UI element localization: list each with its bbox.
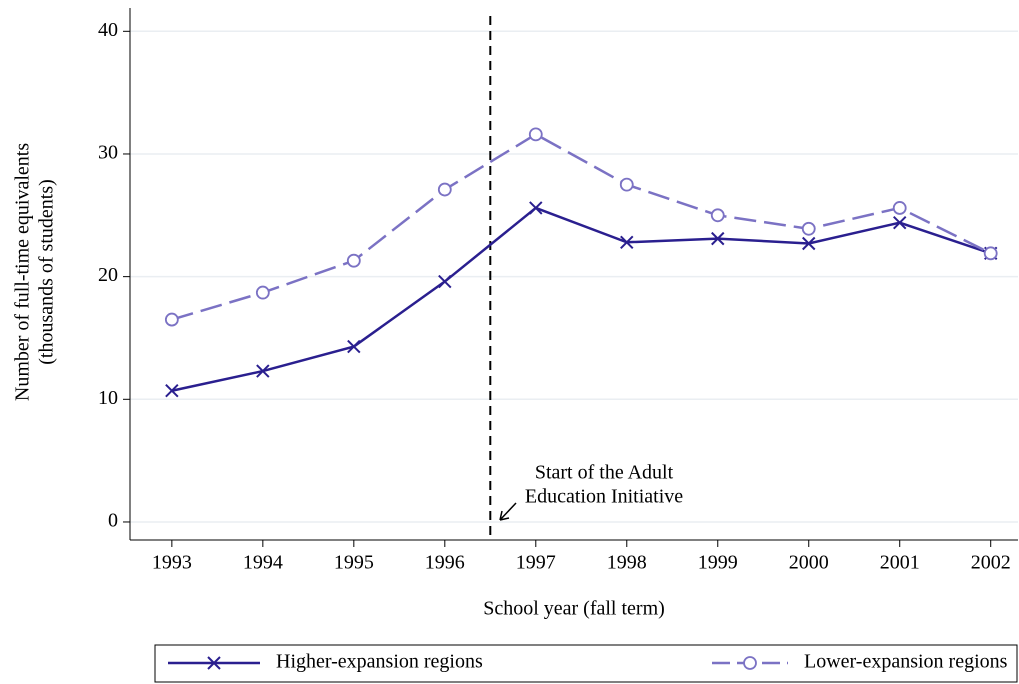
- y-tick-label: 40: [98, 19, 118, 41]
- legend-box: [154, 644, 1018, 683]
- annotation: Education Initiative: [525, 486, 683, 508]
- y-axis-label: Number of full-time equivalents (thousan…: [12, 143, 58, 401]
- marker-x: [207, 656, 221, 670]
- legend-label: Lower-expansion regions: [804, 651, 1008, 673]
- series-line: [171, 206, 992, 392]
- marker-circle: [801, 221, 816, 236]
- y-tick-label: 0: [108, 510, 118, 532]
- marker-circle: [528, 127, 543, 142]
- x-tick-label: 1993: [152, 552, 192, 574]
- marker-circle: [619, 177, 634, 192]
- y-axis-label-line: (thousands of students): [36, 179, 58, 365]
- marker-circle: [892, 201, 907, 215]
- x-tick-label: 2001: [880, 552, 920, 574]
- marker-x: [620, 235, 634, 249]
- marker-x: [711, 231, 725, 246]
- x-tick-label: 1995: [334, 552, 374, 574]
- marker-circle: [346, 253, 361, 268]
- marker-x: [347, 339, 361, 354]
- x-tick-label: 1999: [698, 552, 738, 574]
- marker-x: [529, 201, 543, 215]
- marker-circle: [983, 246, 998, 261]
- marker-circle: [710, 208, 725, 223]
- y-tick-label: 20: [98, 264, 118, 286]
- annotation-arrow: [499, 502, 517, 521]
- x-tick-label: 1996: [425, 552, 465, 574]
- marker-x: [165, 384, 179, 398]
- x-tick-label: 1994: [243, 552, 283, 574]
- marker-circle: [255, 285, 270, 300]
- marker-circle: [164, 312, 179, 327]
- y-tick-label: 10: [98, 387, 118, 409]
- x-tick-label: 2000: [789, 552, 829, 574]
- marker-x: [256, 364, 270, 378]
- legend-label: Higher-expansion regions: [276, 651, 483, 673]
- x-tick-label: 1998: [607, 552, 647, 574]
- y-tick-label: 30: [98, 142, 118, 164]
- x-axis-label: School year (fall term): [483, 598, 665, 620]
- marker-x: [438, 274, 452, 289]
- y-axis-label-line: Number of full-time equivalents: [12, 143, 34, 401]
- marker-circle: [743, 656, 757, 670]
- series-line: [171, 132, 992, 321]
- annotation: Start of the Adult: [535, 462, 674, 484]
- marker-circle: [437, 182, 452, 197]
- x-tick-label: 2002: [971, 552, 1011, 574]
- marker-x: [893, 215, 907, 230]
- x-tick-label: 1997: [516, 552, 556, 574]
- marker-x: [802, 236, 816, 251]
